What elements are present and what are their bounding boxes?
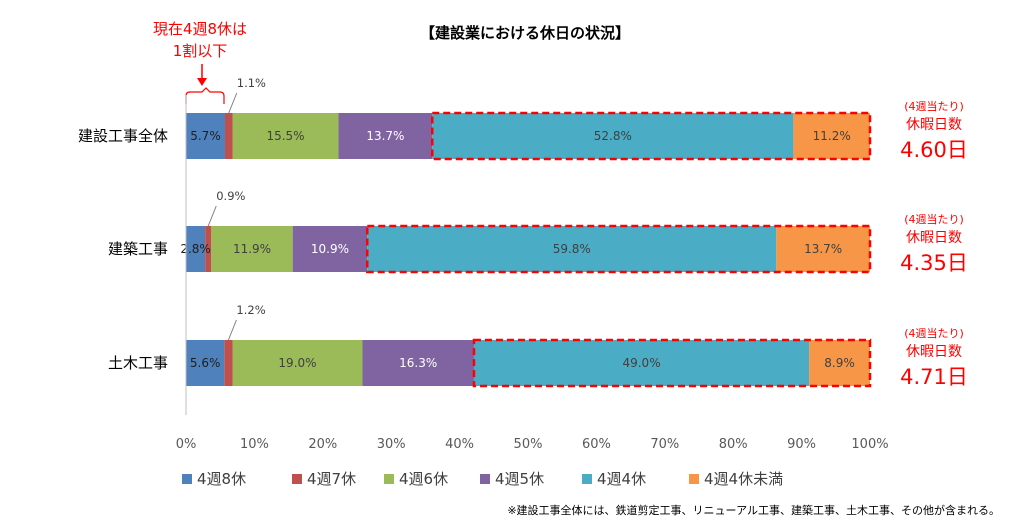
data-label: 15.5% xyxy=(266,129,304,143)
side-annotations: (4週当たり) 休暇日数 4.60日 (4週当たり) 休暇日数 4.35日 (4週当たり) 休… xyxy=(900,99,968,389)
bar-segment xyxy=(224,340,233,386)
bar-segment xyxy=(367,226,777,272)
x-tick-label: 80% xyxy=(719,437,748,452)
data-label: 13.7% xyxy=(804,242,842,256)
bar-segment xyxy=(186,113,225,159)
bar-segment xyxy=(205,226,212,272)
bar-segment xyxy=(186,226,206,272)
x-tick-label: 90% xyxy=(787,437,816,452)
x-tick-label: 50% xyxy=(514,437,543,452)
bar-segment xyxy=(232,113,339,159)
category-label: 土木工事 xyxy=(108,354,168,372)
category-label: 建設工事全体 xyxy=(78,127,168,145)
bars-layer: 建設工事全体 5.7% 1.1% 15.5% 13.7% 52.8% 11.2% 建築工事 2.… xyxy=(78,76,872,388)
side-annotation-line2: 休暇日数 xyxy=(906,344,962,360)
data-label: 16.3% xyxy=(399,356,437,370)
legend-swatch xyxy=(689,474,699,484)
legend: 4週8休 4週7休 4週6休 4週5休 4週4休 4週4休未満 xyxy=(182,470,783,488)
side-annotation-line1: (4週当たり) xyxy=(904,326,964,340)
data-label: 2.8% xyxy=(180,242,211,256)
data-label: 1.1% xyxy=(237,76,266,90)
x-tick-label: 40% xyxy=(445,437,474,452)
data-label: 1.2% xyxy=(236,303,265,317)
bar-segment xyxy=(362,340,474,386)
legend-entry: 4週4休未満 xyxy=(704,470,783,488)
x-tick-label: 30% xyxy=(377,437,406,452)
bar-segment xyxy=(232,340,363,386)
bar-segment xyxy=(432,113,794,159)
legend-swatch xyxy=(182,474,192,484)
category-label: 建築工事 xyxy=(108,240,168,258)
leader-line xyxy=(227,319,237,341)
data-label: 8.9% xyxy=(824,356,855,370)
side-annotation-line2: 休暇日数 xyxy=(906,117,962,133)
bar-segment xyxy=(776,226,870,272)
data-label: 11.9% xyxy=(233,242,271,256)
data-label: 59.8% xyxy=(553,242,591,256)
x-tick-label: 100% xyxy=(851,437,888,452)
side-annotation-line1: (4週当たり) xyxy=(904,212,964,226)
data-label: 13.7% xyxy=(366,129,404,143)
chart-title: 【建設業における休日の状況】 xyxy=(420,24,630,42)
bar-segment xyxy=(186,340,225,386)
annotation-line2: 1割以下 xyxy=(173,42,228,60)
legend-swatch xyxy=(384,474,394,484)
annotation-arrow-head xyxy=(197,78,207,86)
bar-segment xyxy=(473,340,810,386)
data-label: 5.6% xyxy=(190,356,221,370)
bar-segment xyxy=(809,340,870,386)
x-tick-label: 0% xyxy=(176,437,197,452)
annotation-line1: 現在4週8休は xyxy=(153,20,247,38)
data-label: 11.2% xyxy=(813,129,851,143)
x-tick-label: 10% xyxy=(240,437,269,452)
highlight-box xyxy=(472,338,872,388)
legend-swatch xyxy=(582,474,592,484)
x-axis: 0% 10% 20% 30% 40% 50% 60% 70% 80% 90% 100% xyxy=(176,95,889,452)
side-annotation-line2: 休暇日数 xyxy=(906,230,962,246)
side-annotation-value: 4.60日 xyxy=(900,138,968,162)
legend-entry: 4週4休 xyxy=(597,470,646,488)
bar-segment xyxy=(211,226,293,272)
legend-swatch xyxy=(480,474,490,484)
data-label: 49.0% xyxy=(622,356,660,370)
annotation-brace xyxy=(185,87,225,104)
legend-entry: 4週7休 xyxy=(307,470,356,488)
data-label: 52.8% xyxy=(594,129,632,143)
side-annotation-value: 4.35日 xyxy=(900,251,968,275)
side-annotation-line1: (4週当たり) xyxy=(904,99,964,113)
data-label: 5.7% xyxy=(190,129,221,143)
bar-segment xyxy=(292,226,368,272)
legend-entry: 4週6休 xyxy=(399,470,448,488)
data-label: 19.0% xyxy=(278,356,316,370)
x-tick-label: 60% xyxy=(582,437,611,452)
legend-entry: 4週5休 xyxy=(495,470,544,488)
bar-segment xyxy=(793,113,870,159)
data-label: 10.9% xyxy=(311,242,349,256)
leader-line xyxy=(207,205,217,227)
legend-swatch xyxy=(292,474,302,484)
bar-segment xyxy=(338,113,433,159)
x-tick-label: 20% xyxy=(308,437,337,452)
data-label: 0.9% xyxy=(216,189,245,203)
legend-entry: 4週8休 xyxy=(197,470,246,488)
x-tick-label: 70% xyxy=(650,437,679,452)
footnote: ※建設工事全体には、鉄道剪定工事、リニューアル工事、建築工事、土木工事、その他が… xyxy=(507,503,1000,517)
leader-line xyxy=(228,92,238,114)
bar-segment xyxy=(224,113,233,159)
side-annotation-value: 4.71日 xyxy=(900,365,968,389)
